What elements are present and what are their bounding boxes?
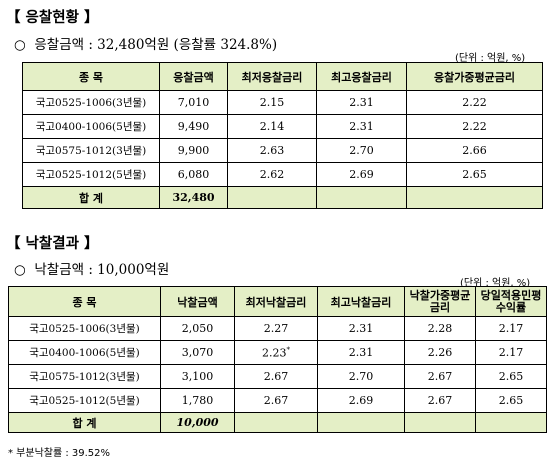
section2-title: 【 낙찰결과 】 — [6, 235, 99, 252]
bullet-icon: ○ — [14, 262, 26, 278]
col-header: 종 목 — [22, 62, 160, 91]
cell: 국고0575-1012(3년물) — [22, 138, 160, 163]
cell: 2.22 — [406, 90, 543, 115]
cell: 2.31 — [316, 90, 407, 115]
col-header: 최고응찰금리 — [316, 62, 407, 91]
empty-cell — [316, 186, 407, 209]
footnote: * 부분낙찰률 : 39.52% — [8, 448, 111, 459]
cell: 2.70 — [317, 364, 405, 389]
cell: 2.15 — [227, 90, 317, 115]
section2-amount-text: 낙찰금액 : 10,000억원 — [34, 262, 170, 278]
table-row: 국고0525-1006(3년물) 2,050 2.27 2.31 2.28 2.… — [8, 316, 547, 341]
cell: 2.27 — [234, 316, 318, 341]
table-row: 국고0525-1006(3년물) 7,010 2.15 2.31 2.22 — [22, 90, 543, 115]
cell: 2.66 — [406, 138, 543, 163]
total-row: 합 계 10,000 — [8, 412, 547, 433]
col-header: 최저낙찰금리 — [234, 286, 318, 317]
cell: 3,070 — [160, 340, 235, 365]
cell: 2.31 — [317, 340, 405, 365]
cell: 2.22 — [406, 114, 543, 139]
section1-unit: (단위 : 억원, %) — [455, 53, 526, 64]
cell: 2.67 — [404, 388, 476, 413]
section2-amount: ○ 낙찰금액 : 10,000억원 — [14, 258, 169, 278]
cell: 9,900 — [159, 138, 228, 163]
empty-cell — [234, 412, 318, 433]
col-header: 최저응찰금리 — [227, 62, 317, 91]
cell: 2.70 — [316, 138, 407, 163]
cell: 1,780 — [160, 388, 235, 413]
cell: 국고0525-1012(5년물) — [22, 162, 160, 187]
total-label: 합 계 — [22, 186, 160, 209]
cell: 국고0525-1006(3년물) — [8, 316, 161, 341]
cell: 2.65 — [475, 388, 547, 413]
table-row: 국고0575-1012(3년물) 3,100 2.67 2.70 2.67 2.… — [8, 364, 547, 389]
cell: 2.31 — [317, 316, 405, 341]
cell: 2.17 — [475, 340, 547, 365]
cell: 국고0400-1006(5년물) — [8, 340, 161, 365]
cell: 국고0525-1012(5년물) — [8, 388, 161, 413]
cell: 2.67 — [234, 364, 318, 389]
footnote-mark: * — [286, 345, 291, 354]
cell: 2.65 — [475, 364, 547, 389]
table-row: 국고0525-1012(5년물) 6,080 2.62 2.69 2.65 — [22, 162, 543, 187]
cell: 2.63 — [227, 138, 317, 163]
section1-title: 【 응찰현황 】 — [6, 9, 99, 26]
cell: 2.14 — [227, 114, 317, 139]
cell: 2.67 — [234, 388, 318, 413]
cell: 2.69 — [317, 388, 405, 413]
bid-status-table: 종 목 응찰금액 최저응찰금리 최고응찰금리 응찰가중평균금리 국고0525-1… — [22, 62, 543, 209]
empty-cell — [475, 412, 547, 433]
col-header: 낙찰가중평균금리 — [404, 286, 476, 317]
cell: 2.69 — [316, 162, 407, 187]
empty-cell — [404, 412, 476, 433]
table-row: 국고0575-1012(3년물) 9,900 2.63 2.70 2.66 — [22, 138, 543, 163]
col-header: 최고낙찰금리 — [317, 286, 405, 317]
total-value: 32,480 — [159, 186, 228, 209]
empty-cell — [227, 186, 317, 209]
cell: 국고0575-1012(3년물) — [8, 364, 161, 389]
cell: 9,490 — [159, 114, 228, 139]
cell: 2.31 — [316, 114, 407, 139]
cell: 2.23* — [234, 340, 318, 365]
col-header: 응찰금액 — [159, 62, 228, 91]
cell: 2.26 — [404, 340, 476, 365]
cell: 2.17 — [475, 316, 547, 341]
cell: 2,050 — [160, 316, 235, 341]
bullet-icon: ○ — [14, 37, 26, 53]
table-row: 국고0525-1012(5년물) 1,780 2.67 2.69 2.67 2.… — [8, 388, 547, 413]
col-header: 낙찰금액 — [160, 286, 235, 317]
col-header: 종 목 — [8, 286, 161, 317]
empty-cell — [406, 186, 543, 209]
cell: 국고0400-1006(5년물) — [22, 114, 160, 139]
col-header: 당일적용민평수익률 — [475, 286, 547, 317]
total-label: 합 계 — [8, 412, 161, 433]
total-value: 10,000 — [160, 412, 235, 433]
cell: 2.28 — [404, 316, 476, 341]
section1-amount-text: 응찰금액 : 32,480억원 (응찰률 324.8%) — [34, 37, 278, 53]
cell: 3,100 — [160, 364, 235, 389]
section2-unit: (단위 : 억원, %) — [460, 278, 531, 289]
table-row: 국고0400-1006(5년물) 9,490 2.14 2.31 2.22 — [22, 114, 543, 139]
cell-value: 2.23 — [262, 346, 287, 360]
cell: 2.62 — [227, 162, 317, 187]
col-header: 응찰가중평균금리 — [406, 62, 543, 91]
empty-cell — [317, 412, 405, 433]
header-row: 종 목 응찰금액 최저응찰금리 최고응찰금리 응찰가중평균금리 — [22, 62, 543, 91]
bid-result-table: 종 목 낙찰금액 최저낙찰금리 최고낙찰금리 낙찰가중평균금리 당일적용민평수익… — [8, 286, 547, 433]
cell: 6,080 — [159, 162, 228, 187]
cell: 2.67 — [404, 364, 476, 389]
cell: 2.65 — [406, 162, 543, 187]
section1-amount: ○ 응찰금액 : 32,480억원 (응찰률 324.8%) — [14, 33, 277, 53]
cell: 7,010 — [159, 90, 228, 115]
total-row: 합 계 32,480 — [22, 186, 543, 209]
header-row: 종 목 낙찰금액 최저낙찰금리 최고낙찰금리 낙찰가중평균금리 당일적용민평수익… — [8, 286, 547, 317]
table-row: 국고0400-1006(5년물) 3,070 2.23* 2.31 2.26 2… — [8, 340, 547, 365]
cell: 국고0525-1006(3년물) — [22, 90, 160, 115]
